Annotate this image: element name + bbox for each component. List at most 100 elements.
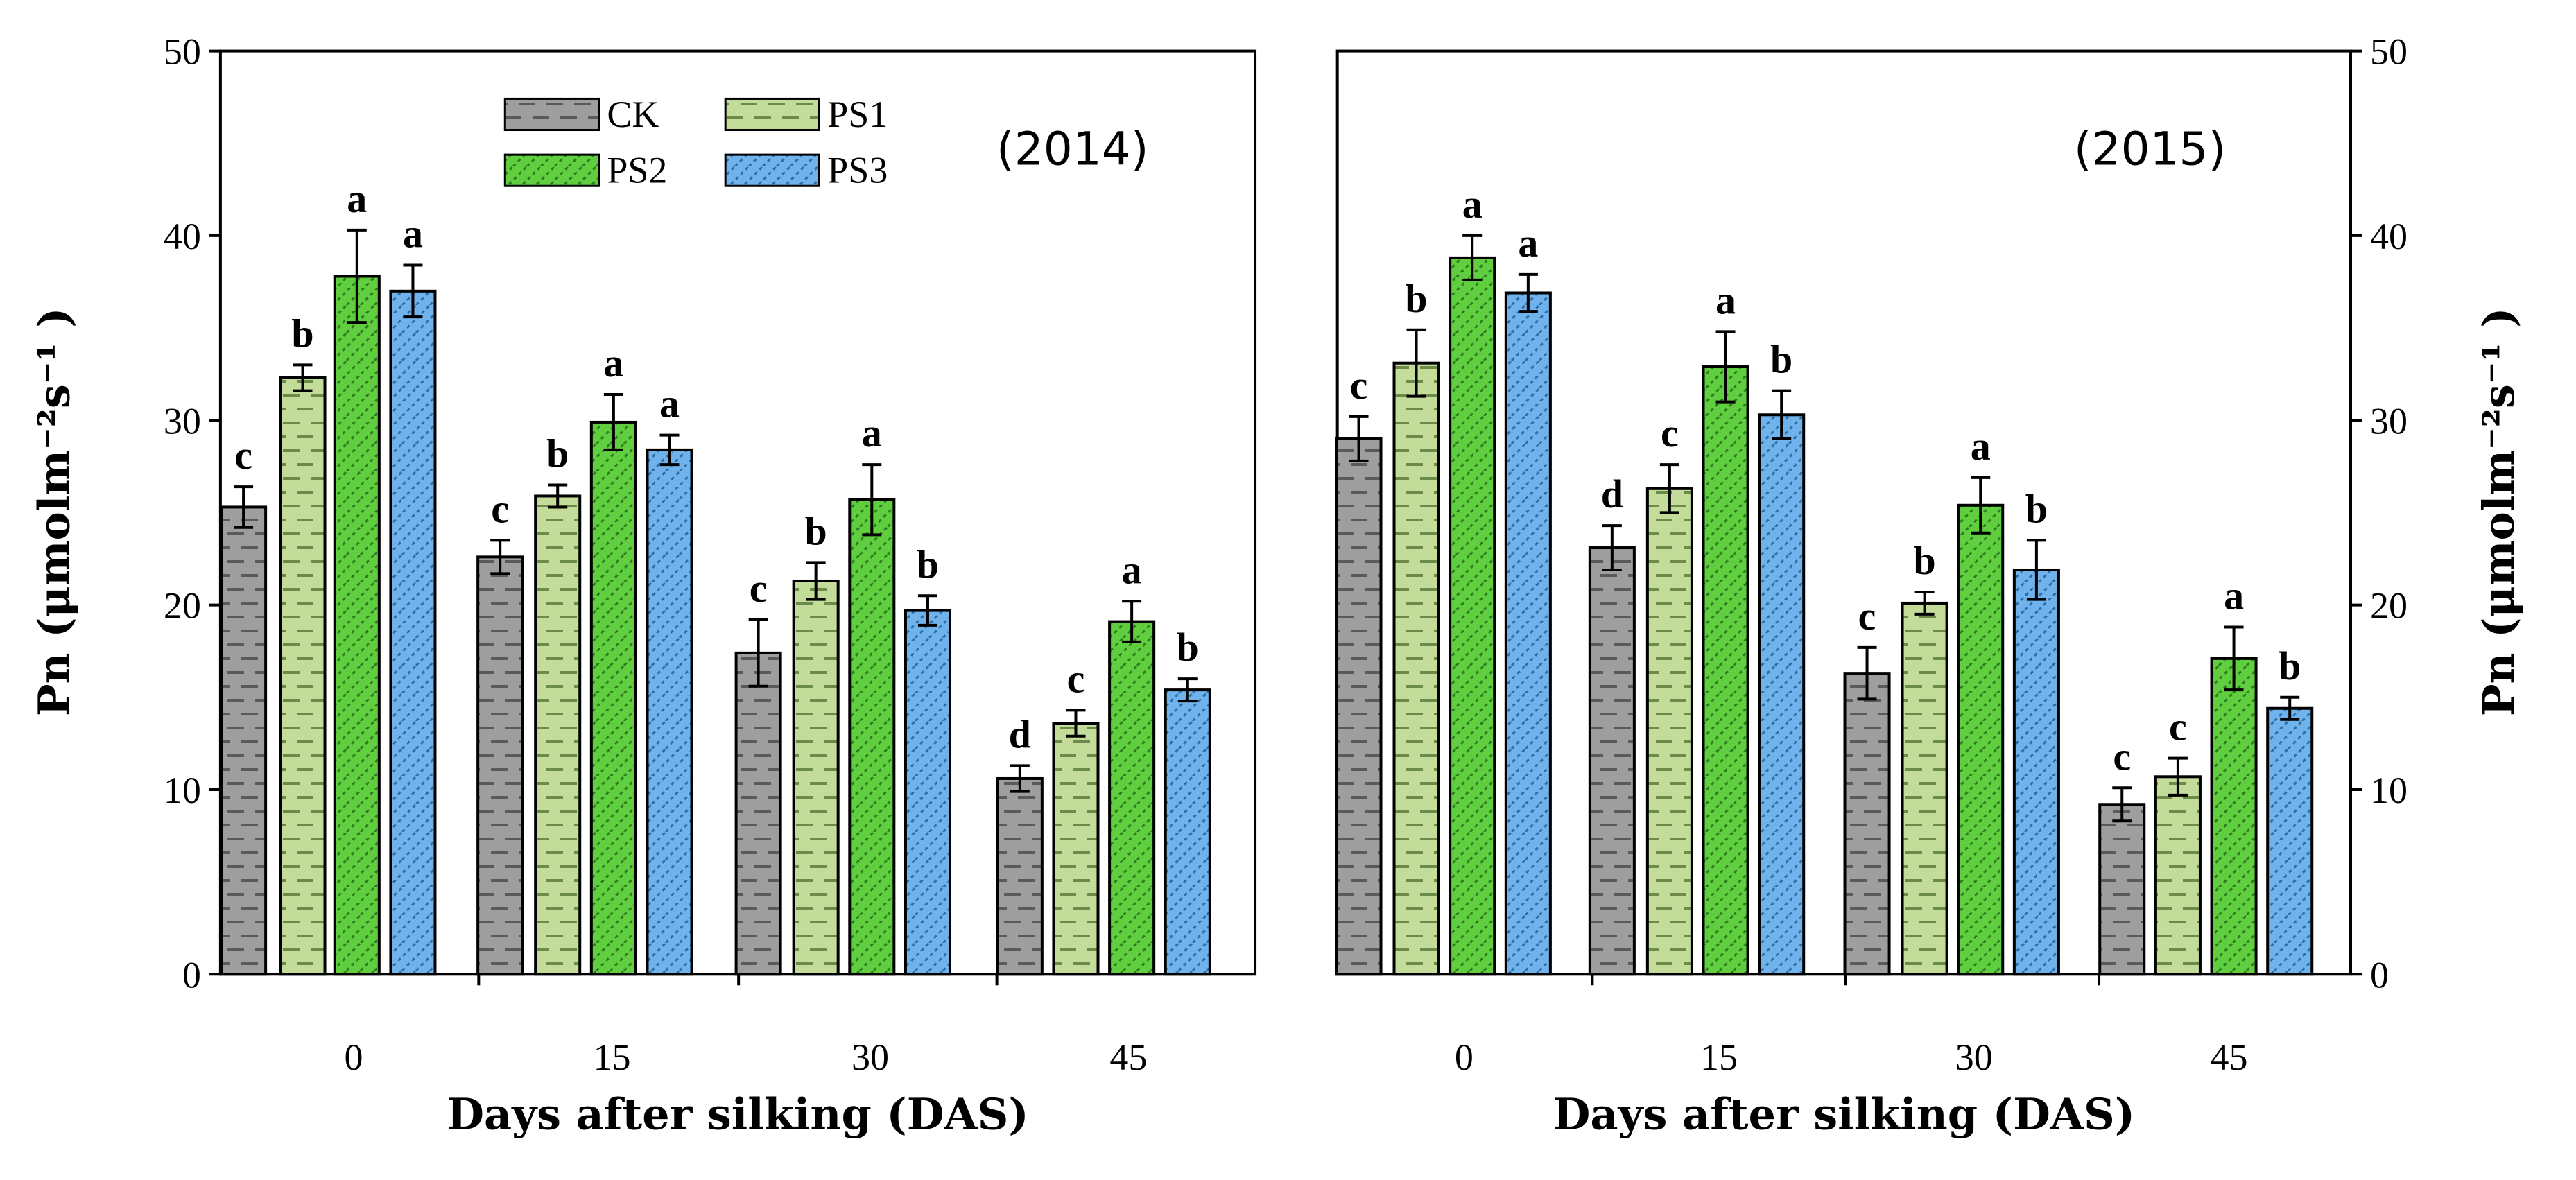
x-tick-label: 45 [2210,1036,2247,1078]
bar [1843,672,1891,976]
significance-letter: d [1601,471,1623,517]
significance-letter: a [603,340,623,385]
y-tick-label: 10 [164,770,201,811]
y-tick-label: 0 [2370,954,2389,996]
bar [589,420,637,976]
x-tick-label: 30 [852,1036,889,1078]
y-tick-label: 30 [164,400,201,442]
significance-letter: d [1009,711,1031,756]
significance-letter: a [403,211,423,257]
significance-letter: c [1661,410,1679,455]
y-tick-label: 40 [2370,216,2408,257]
bar [792,579,840,976]
bar [1504,291,1552,976]
significance-letter: a [1971,424,1991,469]
y-tick-label: 40 [164,216,201,257]
panel-label: (2014) [996,123,1148,176]
bar [279,376,327,976]
bar [1449,256,1496,976]
significance-letter: b [291,311,313,356]
significance-letter: a [1462,182,1483,227]
x-tick-label: 45 [1109,1036,1147,1078]
significance-letter: c [1858,593,1876,639]
x-tick-label: 15 [593,1036,630,1078]
significance-letter: c [2113,734,2131,779]
significance-letter: a [2224,573,2244,618]
significance-letter: a [1518,220,1538,266]
significance-letter: b [1177,625,1199,670]
bar [1758,413,1806,976]
x-axis-title: Days after silking (DAS) [1553,1088,2135,1139]
bar [848,498,896,976]
y-tick-label: 50 [2370,31,2408,73]
bar [2154,775,2202,976]
bar [220,505,268,976]
significance-letter: a [659,381,680,426]
y-tick-label: 50 [164,31,201,73]
significance-letter: b [805,508,827,553]
legend-label: PS3 [827,149,888,191]
significance-letter: b [546,431,569,476]
y-tick-label: 10 [2370,770,2408,811]
y-tick-label: 20 [164,585,201,627]
bar [1392,361,1440,976]
legend-swatch [503,153,600,187]
legend-swatch [503,97,600,132]
significance-letter: b [2279,643,2301,688]
bar [1645,487,1693,976]
legend-label: PS1 [827,94,888,135]
bar [1335,437,1383,976]
bar [1164,688,1211,976]
significance-letter: a [1122,547,1142,592]
y-tick-label: 20 [2370,585,2408,627]
significance-letter: b [917,541,939,587]
bar [1108,620,1156,976]
significance-letter: c [234,433,252,478]
bar [1052,722,1100,976]
y-tick-label: 0 [182,954,201,996]
bar [1588,546,1636,976]
legend: CK PS1 PS2 PS3 [503,94,888,191]
bar [646,448,693,976]
bar [996,776,1044,976]
panel-label: (2015) [2074,123,2226,176]
x-tick-label: 30 [1955,1036,1993,1078]
significance-letter: c [1350,363,1368,408]
bar [2266,706,2314,976]
bar [734,651,782,976]
significance-letter: c [1067,656,1085,701]
x-axis-title: Days after silking (DAS) [447,1088,1028,1139]
bar [1957,503,2005,976]
bar [333,275,381,976]
significance-letter: b [1405,276,1427,321]
bar [1901,601,1948,976]
bar [2210,657,2258,976]
y-axis-title: Pn (μmolm⁻²s⁻¹ ) [29,307,80,716]
bar [904,609,951,976]
bar [476,555,524,976]
legend-swatch [724,97,820,132]
y-tick-label: 30 [2370,400,2408,442]
significance-letter: b [1770,337,1792,382]
significance-letter: b [2025,486,2048,531]
bar [2012,568,2060,976]
x-tick-label: 0 [345,1036,363,1078]
significance-letter: b [1913,538,1935,583]
significance-letter: c [2169,704,2187,749]
y-axis-title: Pn (μmolm⁻²s⁻¹ ) [2473,307,2524,716]
legend-label: PS2 [607,149,667,191]
x-tick-label: 0 [1455,1036,1473,1078]
significance-letter: c [750,566,768,611]
bar [1702,365,1749,976]
x-tick-label: 15 [1700,1036,1738,1078]
bar [534,494,582,976]
legend-swatch [724,153,820,187]
significance-letter: a [862,410,882,455]
significance-letter: a [347,176,367,221]
legend-label: CK [607,94,659,135]
bar [2098,803,2146,976]
significance-letter: a [1715,277,1736,322]
